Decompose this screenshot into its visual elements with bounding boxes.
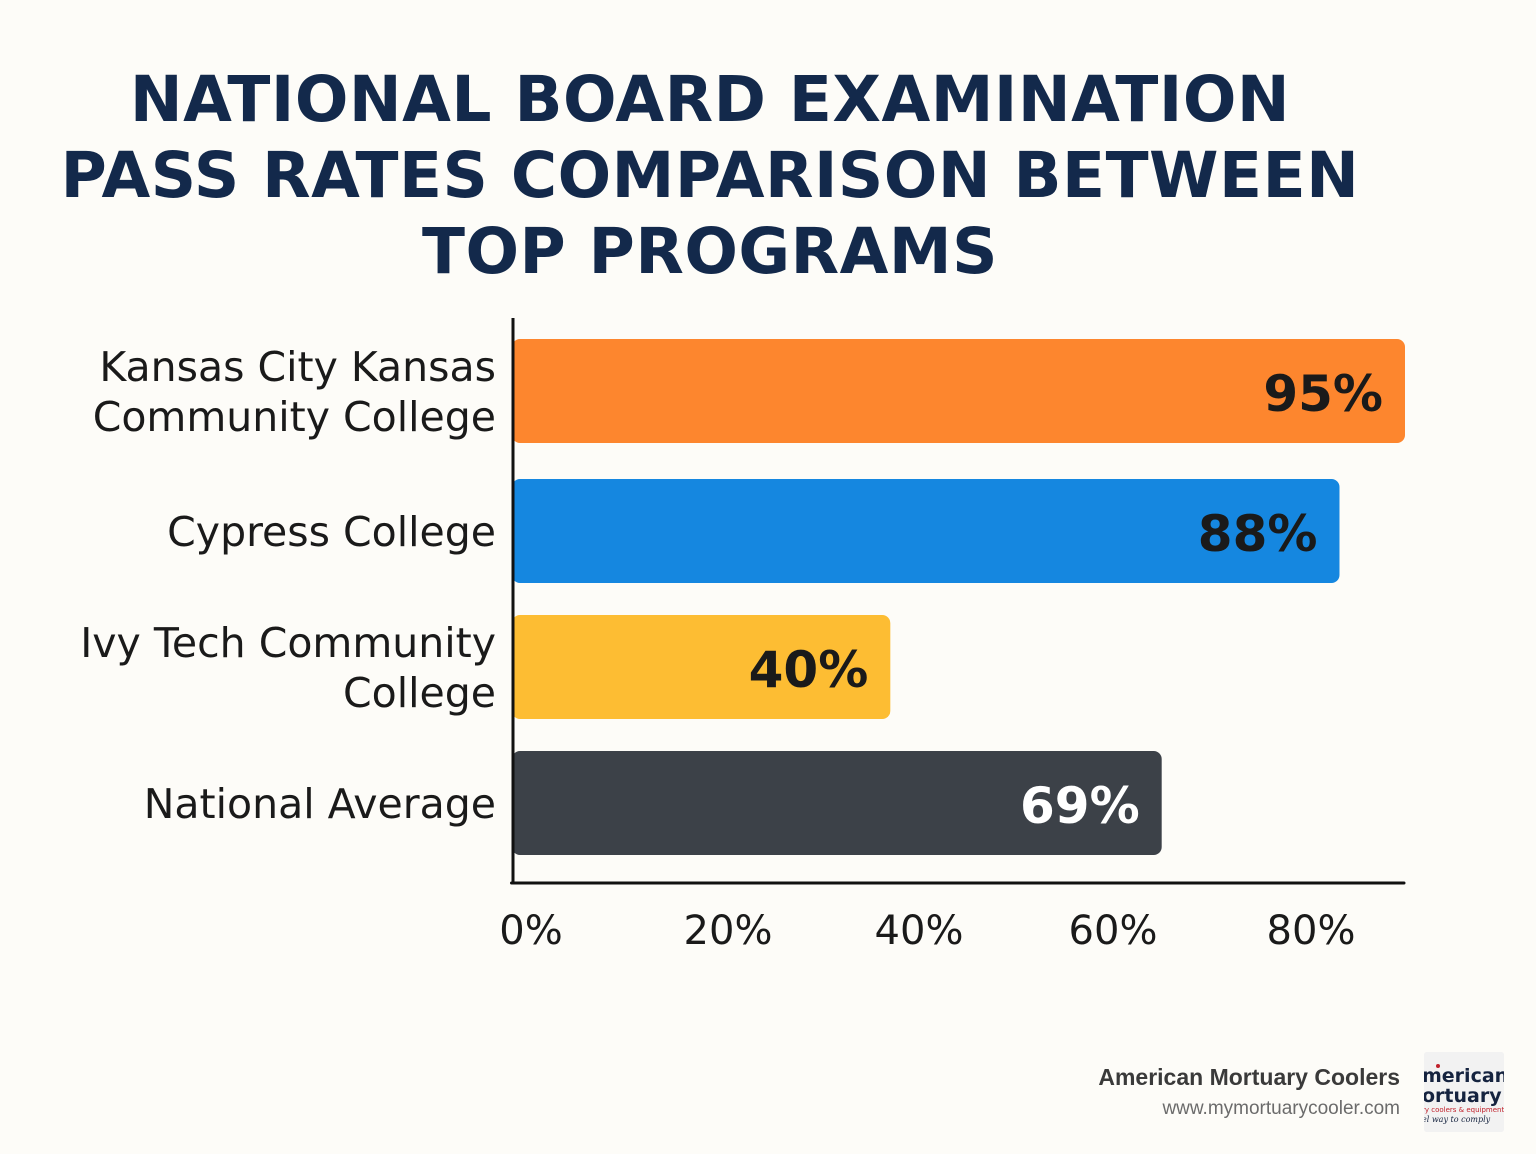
- bar-chart: 95% Kansas City Kansas Community College 88…: [80, 318, 1406, 954]
- chart-title-line-2: PASS RATES COMPARISON BETWEEN: [60, 139, 1360, 212]
- bar-3: [512, 615, 891, 719]
- svg-text:el way to comply: el way to comply: [1424, 1115, 1491, 1124]
- chart-title: NATIONAL BOARD EXAMINATION PASS RATES CO…: [60, 62, 1360, 290]
- chart-title-line-1: NATIONAL BOARD EXAMINATION: [129, 63, 1291, 136]
- bar-value-label-4: 69%: [1020, 777, 1140, 835]
- bar-value-label-2: 88%: [1198, 505, 1318, 563]
- x-tick-label-3: 40%: [875, 908, 964, 954]
- category-label-2: Cypress College: [167, 508, 496, 556]
- svg-text:ortuary: ortuary: [1424, 1085, 1502, 1107]
- bar-value-label-1: 95%: [1263, 365, 1383, 423]
- category-label-line: National Average: [144, 780, 496, 828]
- bar-value-label-3: 40%: [749, 641, 869, 699]
- category-label-line: Community College: [93, 393, 496, 441]
- category-label-line: Cypress College: [167, 508, 496, 556]
- x-tick-label-1: 0%: [499, 908, 562, 954]
- category-label-line: Kansas City Kansas: [99, 343, 496, 391]
- x-tick-label-2: 20%: [684, 908, 773, 954]
- category-label-4: National Average: [144, 780, 496, 828]
- category-label-line: College: [343, 669, 496, 717]
- footer-company-name: American Mortuary Coolers: [1098, 1064, 1400, 1090]
- footer-website-url: www.mymortuarycooler.com: [1162, 1098, 1400, 1119]
- bar-1: [512, 339, 1405, 443]
- bar-2: [512, 479, 1340, 583]
- x-tick-label-4: 60%: [1069, 908, 1158, 954]
- category-label-3: Ivy Tech Community College: [80, 619, 496, 717]
- company-logo: merican ortuary ry coolers & equipment e…: [1424, 1052, 1504, 1132]
- category-label-line: Ivy Tech Community: [80, 619, 496, 667]
- svg-text:ry coolers & equipment: ry coolers & equipment: [1424, 1106, 1504, 1114]
- bar-4: [512, 751, 1162, 855]
- svg-text:merican: merican: [1424, 1065, 1504, 1087]
- x-tick-label-5: 80%: [1267, 908, 1356, 954]
- category-label-1: Kansas City Kansas Community College: [93, 343, 496, 441]
- chart-title-line-3: TOP PROGRAMS: [422, 215, 998, 288]
